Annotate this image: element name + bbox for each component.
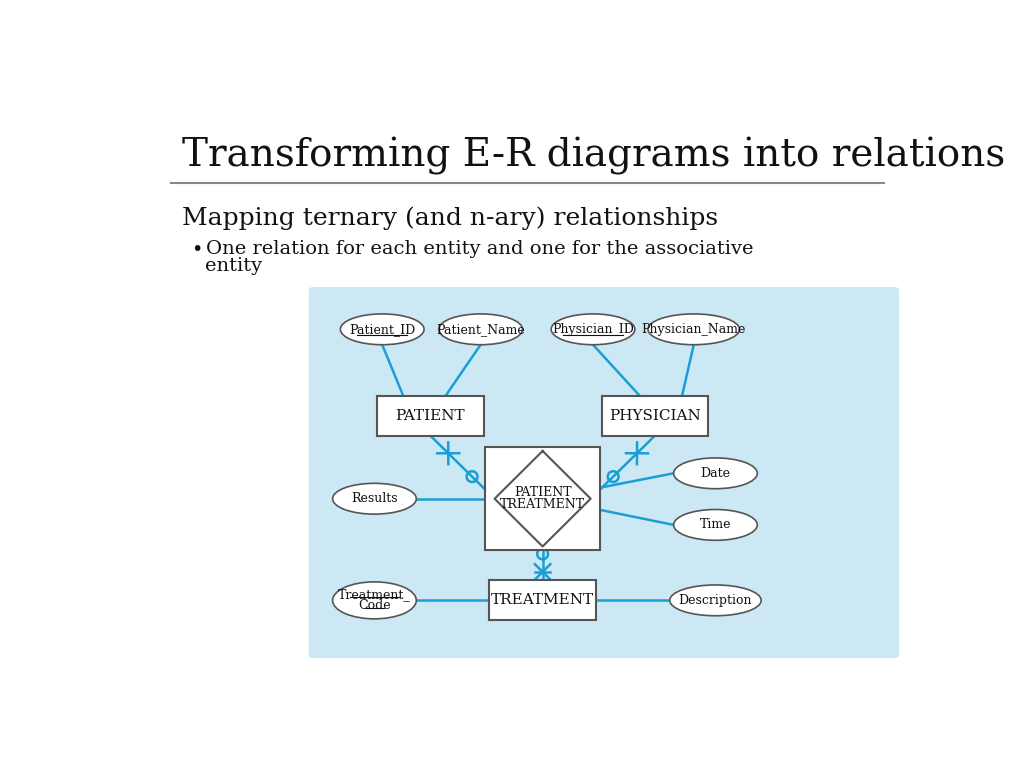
Text: Time: Time [699, 518, 731, 531]
Text: Physician_ID: Physician_ID [552, 323, 634, 336]
Text: entity: entity [206, 257, 262, 275]
Ellipse shape [551, 314, 635, 345]
Text: PATIENT: PATIENT [395, 409, 465, 422]
Text: TREATMENT: TREATMENT [492, 594, 594, 607]
FancyBboxPatch shape [601, 396, 709, 435]
Text: Results: Results [351, 492, 397, 505]
Text: PATIENT: PATIENT [514, 486, 571, 499]
FancyBboxPatch shape [489, 581, 596, 621]
Text: Physician_Name: Physician_Name [642, 323, 745, 336]
Text: Code: Code [358, 599, 391, 612]
Polygon shape [495, 451, 591, 547]
Text: One relation for each entity and one for the associative: One relation for each entity and one for… [206, 240, 753, 258]
Ellipse shape [438, 314, 522, 345]
Ellipse shape [674, 458, 758, 488]
FancyBboxPatch shape [309, 288, 898, 657]
Text: •: • [191, 240, 203, 259]
Ellipse shape [333, 582, 417, 619]
Text: Mapping ternary (and n-ary) relationships: Mapping ternary (and n-ary) relationship… [182, 206, 719, 230]
Ellipse shape [670, 585, 761, 616]
Ellipse shape [340, 314, 424, 345]
FancyBboxPatch shape [377, 396, 483, 435]
FancyBboxPatch shape [485, 447, 600, 551]
Text: Patient_Name: Patient_Name [436, 323, 525, 336]
Text: Patient_ID: Patient_ID [349, 323, 416, 336]
Text: Treatment_: Treatment_ [338, 588, 411, 601]
Ellipse shape [674, 509, 758, 541]
Text: PHYSICIAN: PHYSICIAN [609, 409, 700, 422]
Ellipse shape [648, 314, 739, 345]
Text: TREATMENT: TREATMENT [500, 498, 585, 511]
Text: Description: Description [679, 594, 753, 607]
Text: Transforming E-R diagrams into relations: Transforming E-R diagrams into relations [182, 137, 1006, 175]
Text: Date: Date [700, 467, 730, 480]
Ellipse shape [333, 483, 417, 514]
